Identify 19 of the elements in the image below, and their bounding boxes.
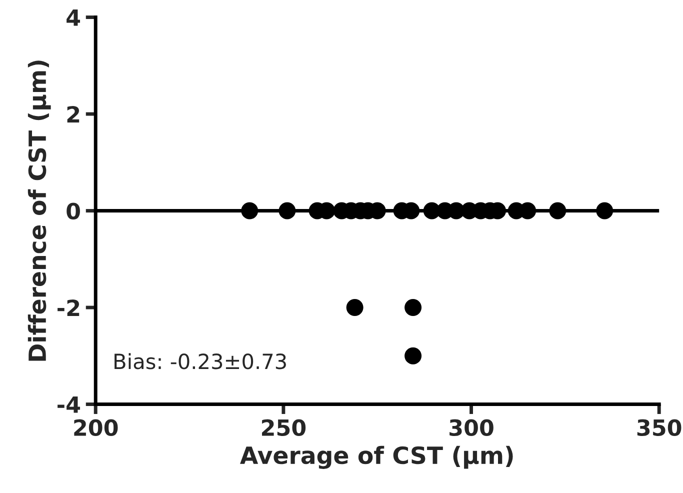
point [404,347,422,364]
point [404,299,422,316]
y-tick-label: 4 [66,9,80,26]
x-axis-title: Average of CST (µm) [240,446,513,469]
x-tick-label: 350 [637,419,682,436]
x-tick-label: 250 [262,419,306,436]
y-tick-label: -2 [58,299,80,316]
x-tick-label: 300 [450,419,494,436]
x-tick-label: 200 [74,419,118,436]
annotation: Bias: -0.23±0.73 [114,353,286,370]
point [549,202,566,220]
point [241,202,258,220]
point [596,202,614,220]
y-tick-label: 2 [67,106,80,122]
point [346,299,364,316]
y-axis-title: Difference of CST (µm) [28,60,51,361]
y-tick-label: 0 [66,202,80,220]
point [278,202,296,220]
y-tick-label: -4 [58,396,80,413]
